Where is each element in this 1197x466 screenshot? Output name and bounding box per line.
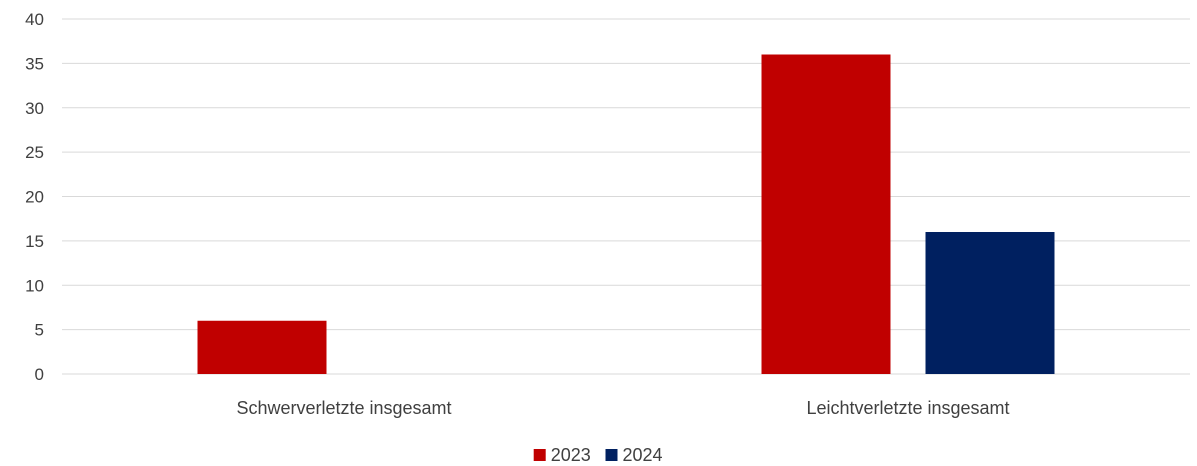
y-tick-label: 20 [25, 188, 44, 207]
x-category-label: Leichtverletzte insgesamt [806, 398, 1009, 418]
legend-swatch-2024 [605, 449, 618, 461]
x-category-label: Schwerverletzte insgesamt [236, 398, 451, 418]
y-tick-label: 10 [25, 276, 44, 295]
x-axis-categories: Schwerverletzte insgesamt Leichtverletzte… [236, 398, 1009, 418]
y-tick-label: 30 [25, 99, 44, 118]
legend: 2023 2024 [533, 445, 663, 465]
y-tick-label: 15 [25, 232, 44, 251]
legend-label-2024: 2024 [623, 445, 663, 465]
y-tick-label: 25 [25, 143, 44, 162]
legend-swatch-2023 [533, 449, 546, 461]
bar-2024-leichtverletzte [925, 232, 1055, 374]
y-tick-label: 35 [25, 54, 44, 73]
y-tick-label: 40 [25, 10, 44, 29]
bars [197, 54, 1055, 374]
bar-2023-schwerverletzte [197, 320, 327, 374]
bar-2023-leichtverletzte [761, 54, 891, 374]
y-axis-ticks: 0 5 10 15 20 25 30 35 40 [25, 10, 44, 384]
y-tick-label: 5 [35, 321, 44, 340]
legend-label-2023: 2023 [551, 445, 591, 465]
y-tick-label: 0 [35, 365, 44, 384]
